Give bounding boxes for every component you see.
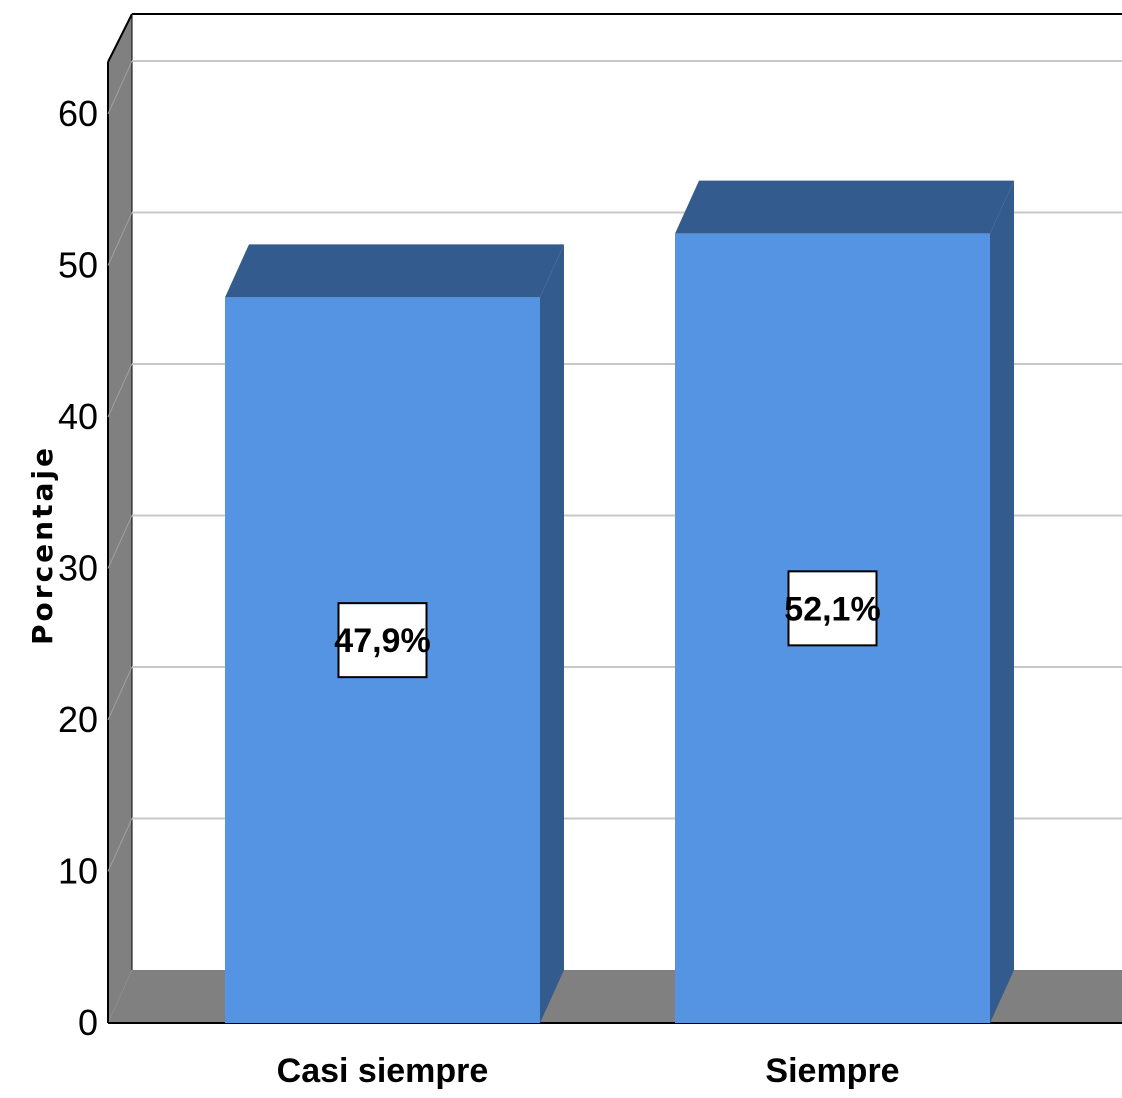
wall-gridline <box>107 363 133 418</box>
y-tick-label: 40 <box>58 396 98 437</box>
y-tick-label: 50 <box>58 245 98 286</box>
y-tick-label: 30 <box>58 548 98 589</box>
bar-2: 52,1% <box>675 180 1014 1023</box>
chart-left-wall-edge <box>107 13 133 63</box>
wall-gridline <box>107 60 133 115</box>
y-axis-ticks: 0 10 20 30 40 50 60 <box>58 93 98 1043</box>
data-label-box <box>787 570 878 647</box>
y-axis-title: Porcentaje <box>26 445 59 645</box>
wall-gridline <box>107 666 133 721</box>
data-label: 47,9% <box>334 622 430 660</box>
wall-gridline <box>107 515 133 569</box>
data-label-box <box>337 602 428 679</box>
bar-1: 47,9% <box>225 244 564 1023</box>
y-tick-label: 60 <box>58 93 98 134</box>
bar-top-face <box>675 180 1014 234</box>
y-tick-label: 10 <box>58 851 98 892</box>
chart-left-wall <box>108 14 132 1023</box>
x-category-label: Casi siempre <box>277 1052 489 1090</box>
bar-top-face <box>225 244 564 298</box>
wall-gridline <box>107 818 133 872</box>
bars: 47,9% 52,1% <box>225 180 1014 1023</box>
data-label: 52,1% <box>784 590 880 628</box>
bar-side-face <box>540 244 564 1023</box>
y-tick-label: 20 <box>58 699 98 740</box>
wall-gridline <box>107 212 133 266</box>
y-tick-label: 0 <box>78 1002 98 1043</box>
x-axis-labels: Casi siempre Siempre <box>277 1052 900 1090</box>
x-category-label: Siempre <box>765 1052 899 1090</box>
bar-side-face <box>990 180 1014 1023</box>
